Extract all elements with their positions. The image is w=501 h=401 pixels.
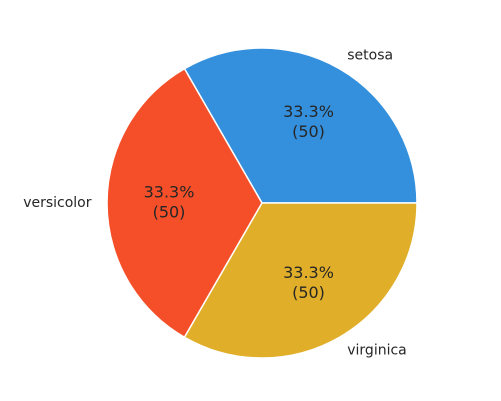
category-label-versicolor: versicolor (23, 195, 92, 211)
count-label-versicolor: (50) (153, 203, 186, 222)
count-label-setosa: (50) (292, 122, 325, 141)
percent-label-setosa: 33.3% (283, 102, 334, 121)
category-label-setosa: setosa (347, 47, 393, 63)
percent-label-virginica: 33.3% (283, 263, 334, 282)
category-label-virginica: virginica (347, 343, 407, 359)
count-label-virginica: (50) (292, 283, 325, 302)
percent-label-versicolor: 33.3% (144, 183, 195, 202)
